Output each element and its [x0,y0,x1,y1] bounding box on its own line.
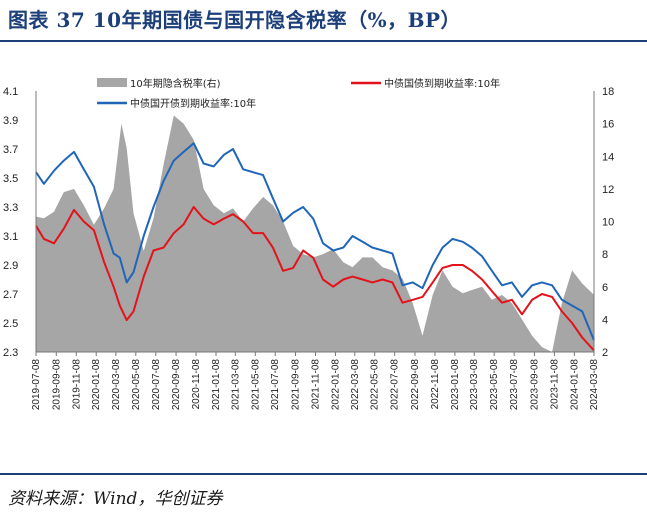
right-tick-label: 16 [602,119,614,131]
x-tick-label: 2022-05-08 [370,359,381,411]
right-tick-label: 18 [602,86,614,98]
series-area-implied-tax-rate [36,115,594,352]
x-tick-label: 2019-07-08 [31,359,42,411]
source-note: 资料来源：Wind，华创证券 [8,489,223,509]
left-tick-label: 3.3 [3,202,18,214]
x-tick-label: 2021-11-08 [310,359,321,410]
left-tick-label: 2.5 [3,318,18,330]
figure-title: 图表 37 10年期国债与国开隐含税率（%，BP） [8,8,462,32]
right-tick-label: 6 [602,282,608,294]
plot-area [35,115,595,352]
x-tick-label: 2020-05-08 [131,359,142,411]
x-tick-label: 2022-07-08 [390,359,401,411]
series-line-gov-bond-yield [35,206,595,352]
x-tick-label: 2022-09-08 [410,359,421,411]
x-tick-label: 2023-09-08 [529,359,540,411]
series-line-cdb-bond-yield [35,142,595,341]
axes: 4.1 3.9 3.7 3.5 3.3 3.1 2.9 2.7 2.5 2.3 18 16 14 12 10… [3,86,614,410]
x-tick-label: 2019-11-08 [71,359,82,410]
left-tick-label: 4.1 [3,86,18,98]
source-rule [0,473,647,475]
x-tick-label: 2020-03-08 [111,359,122,411]
x-tick-label: 2023-01-08 [450,359,461,411]
left-tick-label: 2.3 [3,347,18,359]
x-tick-label: 2021-09-08 [291,359,302,411]
right-tick-label: 8 [602,249,608,261]
right-tick-label: 10 [602,217,614,229]
right-tick-label: 2 [602,347,608,359]
x-tick-label: 2024-01-08 [569,359,580,411]
legend-label: 中债国开债到期收益率:10年 [130,97,256,110]
x-tick-label: 2023-11-08 [549,359,560,410]
figure-header: 图表 37 10年期国债与国开隐含税率（%，BP） [8,2,638,34]
x-tick-label: 2020-01-08 [91,359,102,411]
right-tick-label: 14 [602,151,614,163]
x-tick-label: 2020-11-08 [191,359,202,410]
x-tick-label: 2022-01-08 [330,359,341,411]
x-tick-label: 2021-03-08 [230,359,241,411]
x-tick-label: 2024-03-08 [589,359,600,411]
x-tick-label: 2023-07-08 [509,359,520,411]
legend-label: 10年期隐含税率(右) [130,77,221,90]
x-tick-label: 2020-07-08 [151,359,162,411]
x-tick-label: 2022-11-08 [430,359,441,410]
chart: 4.1 3.9 3.7 3.5 3.3 3.1 2.9 2.7 2.5 2.3 18 16 14 12 10… [3,77,614,410]
left-tick-label: 3.1 [3,231,18,243]
x-tick-label: 2022-03-08 [350,359,361,411]
title-rule [0,40,647,42]
right-tick-label: 12 [602,184,614,196]
left-tick-label: 3.9 [3,115,18,127]
x-tick-label: 2021-01-08 [211,359,222,411]
left-tick-label: 2.9 [3,260,18,272]
legend-swatch-implied-tax-rate [97,78,127,87]
x-tick-label: 2020-09-08 [171,359,182,411]
left-tick-label: 3.5 [3,173,18,185]
left-tick-label: 3.7 [3,144,18,156]
left-tick-label: 2.7 [3,289,18,301]
x-tick-label: 2021-05-08 [250,359,261,411]
x-tick-label: 2019-09-08 [51,359,62,411]
legend-label: 中债国债到期收益率:10年 [384,77,500,90]
x-tick-label: 2023-03-08 [469,359,480,411]
x-tick-label: 2023-05-08 [489,359,500,411]
x-tick-label: 2021-07-08 [270,359,281,411]
right-tick-label: 4 [602,314,608,326]
